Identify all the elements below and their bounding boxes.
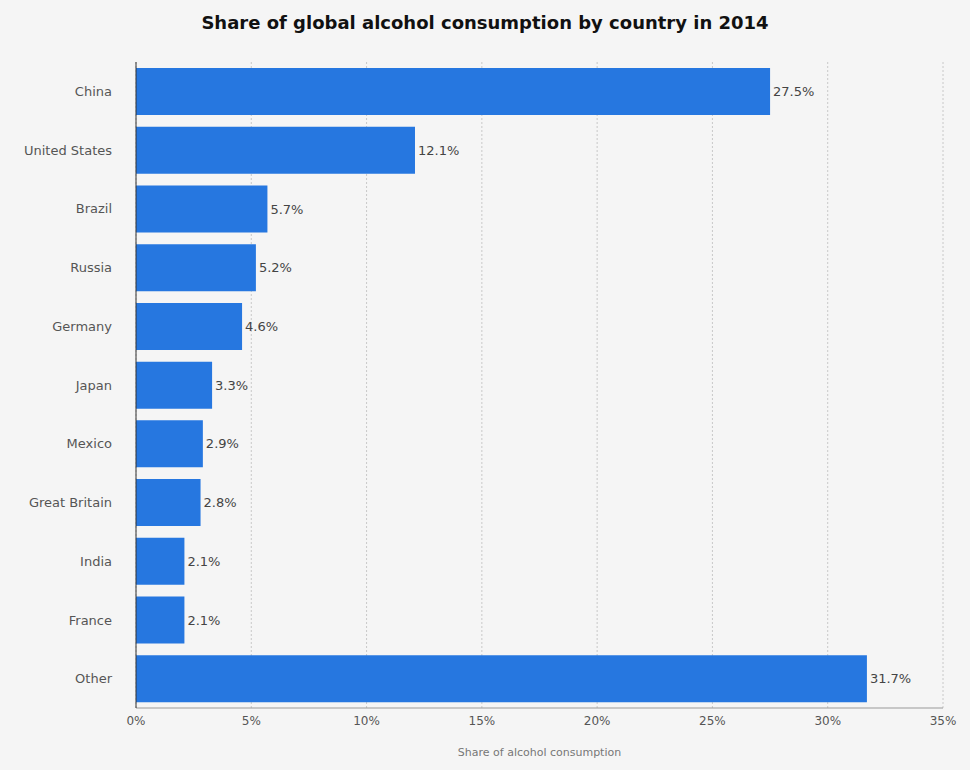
svg-text:Share of alcohol consumption: Share of alcohol consumption [458, 746, 621, 759]
svg-text:27.5%: 27.5% [773, 84, 814, 99]
svg-text:2.1%: 2.1% [187, 554, 220, 569]
html-text:Share of global alcohol consum: Share of global alcohol consumption by c… [201, 12, 769, 33]
svg-text:3.3%: 3.3% [215, 378, 248, 393]
svg-text:5%: 5% [242, 714, 261, 728]
svg-text:35%: 35% [930, 714, 957, 728]
svg-text:2.1%: 2.1% [187, 613, 220, 628]
svg-text:25%: 25% [699, 714, 726, 728]
svg-text:Russia: Russia [70, 260, 112, 275]
svg-text:Brazil: Brazil [76, 201, 112, 216]
svg-text:0%: 0% [126, 714, 145, 728]
svg-text:2.8%: 2.8% [204, 495, 237, 510]
svg-text:India: India [80, 554, 112, 569]
svg-text:Other: Other [75, 671, 113, 686]
svg-text:31.7%: 31.7% [870, 671, 911, 686]
svg-text:Mexico: Mexico [67, 436, 112, 451]
svg-text:4.6%: 4.6% [245, 319, 278, 334]
svg-text:15%: 15% [469, 714, 496, 728]
svg-text:Great Britain: Great Britain [29, 495, 112, 510]
svg-text:20%: 20% [584, 714, 611, 728]
svg-text:5.7%: 5.7% [270, 202, 303, 217]
svg-text:30%: 30% [814, 714, 841, 728]
svg-text:2.9%: 2.9% [206, 436, 239, 451]
svg-text:12.1%: 12.1% [418, 143, 459, 158]
svg-text:France: France [69, 613, 112, 628]
svg-text:Japan: Japan [75, 378, 112, 393]
svg-text:10%: 10% [353, 714, 380, 728]
svg-text:Germany: Germany [52, 319, 112, 334]
svg-text:United States: United States [24, 143, 112, 158]
svg-text:China: China [75, 84, 112, 99]
svg-text:5.2%: 5.2% [259, 260, 292, 275]
